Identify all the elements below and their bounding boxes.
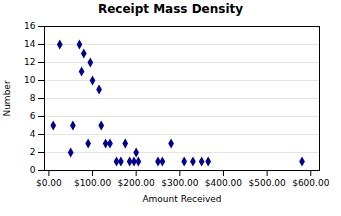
svg-text:$0.00: $0.00 [36, 178, 62, 188]
svg-text:Number: Number [2, 80, 12, 116]
svg-text:4: 4 [30, 129, 36, 139]
svg-text:16: 16 [24, 21, 36, 31]
svg-text:$200.00: $200.00 [118, 178, 155, 188]
svg-text:$300.00: $300.00 [161, 178, 198, 188]
svg-text:10: 10 [24, 75, 36, 85]
svg-text:$600.00: $600.00 [292, 178, 329, 188]
svg-text:2: 2 [30, 147, 36, 157]
svg-text:8: 8 [30, 93, 36, 103]
html-text:Receipt Mass Density: Receipt Mass Density [97, 2, 244, 16]
svg-text:6: 6 [30, 111, 36, 121]
svg-text:$500.00: $500.00 [249, 178, 286, 188]
svg-text:$400.00: $400.00 [205, 178, 242, 188]
svg-text:Amount Received: Amount Received [142, 194, 221, 204]
svg-text:12: 12 [24, 57, 35, 67]
svg-text:$100.00: $100.00 [74, 178, 111, 188]
svg-text:0: 0 [30, 165, 36, 175]
svg-text:14: 14 [24, 39, 36, 49]
